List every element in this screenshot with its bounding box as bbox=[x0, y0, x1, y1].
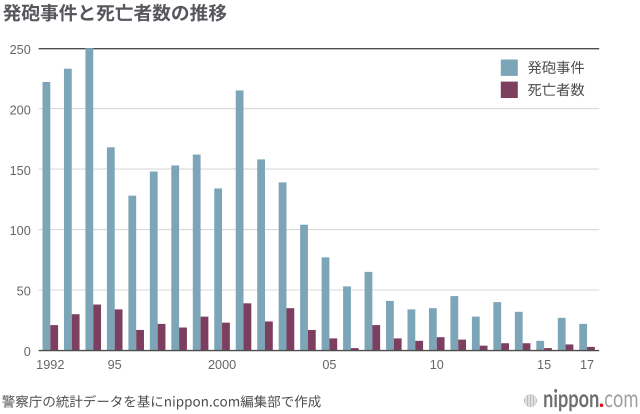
svg-text:150: 150 bbox=[10, 164, 31, 178]
svg-text:200: 200 bbox=[10, 103, 31, 117]
svg-text:17: 17 bbox=[580, 358, 594, 372]
svg-text:2000: 2000 bbox=[208, 358, 236, 372]
svg-text:1992: 1992 bbox=[36, 358, 64, 372]
svg-text:15: 15 bbox=[537, 358, 551, 372]
svg-text:50: 50 bbox=[17, 285, 31, 299]
svg-text:10: 10 bbox=[430, 358, 444, 372]
svg-text:100: 100 bbox=[10, 224, 31, 238]
svg-text:05: 05 bbox=[322, 358, 336, 372]
svg-text:0: 0 bbox=[24, 345, 31, 359]
svg-text:250: 250 bbox=[10, 43, 31, 57]
svg-text:95: 95 bbox=[108, 358, 122, 372]
